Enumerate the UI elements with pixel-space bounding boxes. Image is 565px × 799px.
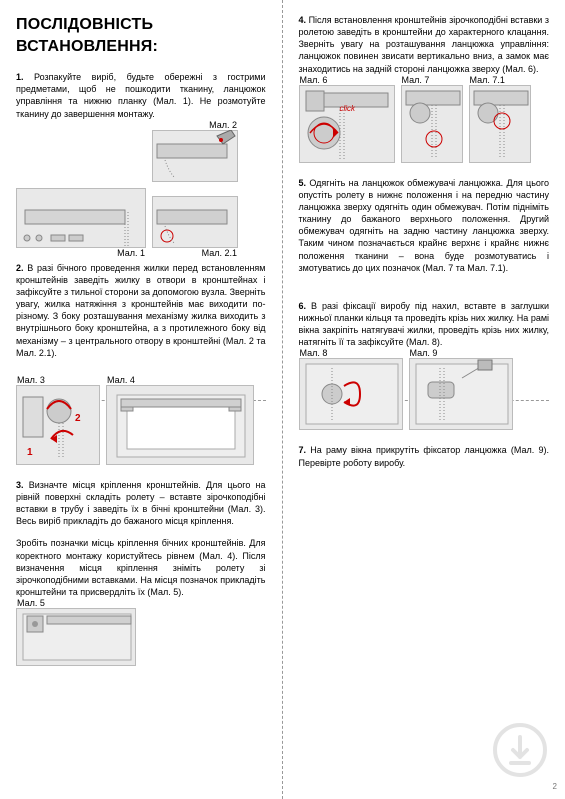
left-column: ПОСЛІДОВНІСТЬ ВСТАНОВЛЕННЯ: 1. Розпакуйт… bbox=[0, 0, 283, 799]
fig-6: click Мал. 6 bbox=[299, 85, 395, 163]
step-3b: Зробіть позначки місць кріплення бічних … bbox=[16, 537, 266, 598]
fig-9: Мал. 9 bbox=[409, 358, 513, 430]
fig5-label: Мал. 5 bbox=[17, 597, 45, 609]
step-7: 7. На раму вікна прикрутіть фіксатор лан… bbox=[299, 444, 550, 468]
page-number: 2 bbox=[553, 782, 557, 793]
step-5-num: 5. bbox=[299, 178, 307, 188]
watermark-icon bbox=[493, 723, 547, 777]
figrow-2: 1 2 Мал. 3 Мал. 4 bbox=[16, 385, 266, 465]
fig-5: Мал. 5 bbox=[16, 608, 136, 666]
fig21-label: Мал. 2.1 bbox=[202, 247, 237, 259]
fig-1: Мал. 1 bbox=[16, 188, 146, 248]
fig1-label: Мал. 1 bbox=[117, 247, 145, 259]
fig-21: Мал. 2.1 bbox=[152, 196, 238, 248]
figrow-3: Мал. 5 bbox=[16, 608, 266, 666]
right-column: 4. Після встановлення кронштейнів зірочк… bbox=[283, 0, 565, 799]
step-5: 5. Одягніть на ланцюжок обмежувачі ланцю… bbox=[299, 177, 550, 274]
step-5-text: Одягніть на ланцюжок обмежувачі ланцюжка… bbox=[299, 178, 550, 273]
fig-2: Мал. 2 bbox=[152, 130, 238, 182]
fig3-label: Мал. 3 bbox=[17, 374, 45, 386]
step-4-text: Після встановлення кронштейнів зірочкопо… bbox=[299, 15, 550, 74]
step-3-text: Визначте місця кріплення кронштейнів. Дл… bbox=[16, 480, 266, 526]
step-6-num: 6. bbox=[299, 301, 307, 311]
step-3: 3. Визначте місця кріплення кронштейнів.… bbox=[16, 479, 266, 528]
step-6-text: В разі фіксації виробу під нахил, вставт… bbox=[299, 301, 550, 347]
step-3-num: 3. bbox=[16, 480, 24, 490]
click-label: click bbox=[340, 104, 356, 115]
step-2-num: 2. bbox=[16, 263, 24, 273]
step-2-text: В разі бічного проведення жилки перед вс… bbox=[16, 263, 266, 358]
fig9-label: Мал. 9 bbox=[410, 347, 438, 359]
fig6-label: Мал. 6 bbox=[300, 74, 328, 86]
figrow-r2: Мал. 8 Мал. 9 bbox=[299, 358, 550, 430]
step-3b-text: Зробіть позначки місць кріплення бічних … bbox=[16, 538, 266, 597]
svg-text:2: 2 bbox=[75, 413, 81, 424]
step-6: 6. В разі фіксації виробу під нахил, вст… bbox=[299, 300, 550, 349]
fig-7: Мал. 7 bbox=[401, 85, 463, 163]
step-2: 2. В разі бічного проведення жилки перед… bbox=[16, 262, 266, 359]
step-4-num: 4. bbox=[299, 15, 307, 25]
fig-3: 1 2 Мал. 3 bbox=[16, 385, 100, 465]
fig8-label: Мал. 8 bbox=[300, 347, 328, 359]
fig71-label: Мал. 7.1 bbox=[470, 74, 505, 86]
figrow-1: Мал. 1 Мал. 2 bbox=[16, 130, 266, 248]
fig4-label: Мал. 4 bbox=[107, 374, 135, 386]
step-1-num: 1. bbox=[16, 72, 24, 82]
step-1-text: Розпакуйте виріб, будьте обережні з гост… bbox=[16, 72, 266, 118]
step-1: 1. Розпакуйте виріб, будьте обережні з г… bbox=[16, 71, 266, 120]
fig2-label: Мал. 2 bbox=[209, 119, 237, 131]
step-7-num: 7. bbox=[299, 445, 307, 455]
fig-8: Мал. 8 bbox=[299, 358, 403, 430]
step-4: 4. Після встановлення кронштейнів зірочк… bbox=[299, 14, 550, 75]
fig7-label: Мал. 7 bbox=[402, 74, 430, 86]
step-7-text: На раму вікна прикрутіть фіксатор ланцюж… bbox=[299, 445, 550, 467]
svg-text:1: 1 bbox=[27, 447, 33, 458]
fig-71: Мал. 7.1 bbox=[469, 85, 531, 163]
figrow-r1: click Мал. 6 bbox=[299, 85, 550, 163]
fig-4: Мал. 4 bbox=[106, 385, 254, 465]
page-title: ПОСЛІДОВНІСТЬ ВСТАНОВЛЕННЯ: bbox=[16, 14, 266, 57]
